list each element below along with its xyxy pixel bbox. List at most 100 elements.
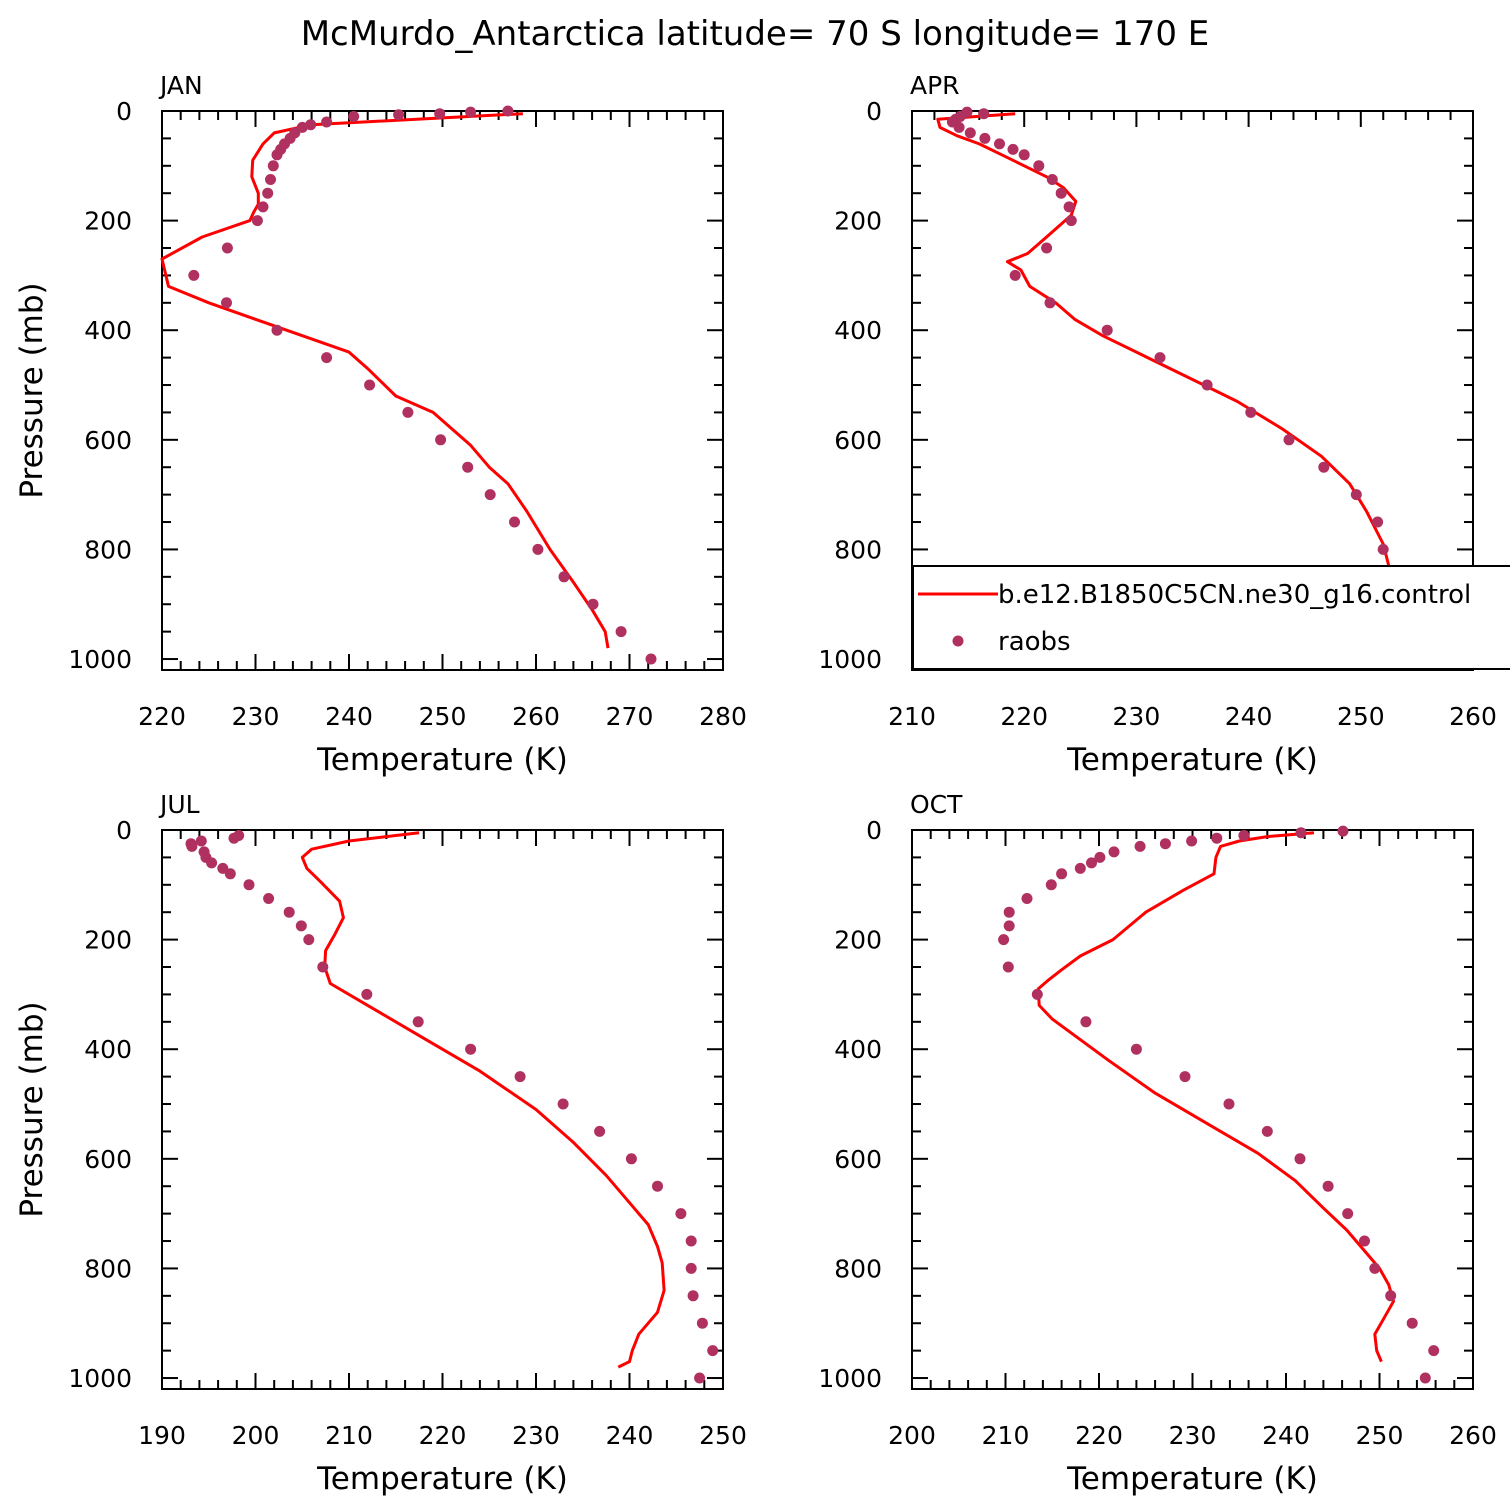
- x-tick-label-jan: 230: [232, 702, 280, 731]
- legend: b.e12.B1850C5CN.ne30_g16.control raobs: [912, 565, 1510, 670]
- obs-point-jul: [295, 920, 307, 932]
- obs-point-oct: [1086, 857, 1097, 869]
- obs-point-apr: [953, 121, 965, 133]
- x-tick-label-oct: 200: [888, 1421, 936, 1450]
- obs-point-jul: [694, 1372, 706, 1384]
- obs-point-oct: [1002, 961, 1014, 973]
- obs-point-oct: [1045, 879, 1057, 891]
- x-tick-label-jan: 280: [699, 702, 747, 731]
- obs-point-oct: [1179, 1071, 1191, 1083]
- x-tick-label-jan: 240: [325, 702, 373, 731]
- panel-jan: 220 230 240 250 260 270 280 0 200 400 600 800 1000 Te…: [14, 71, 747, 778]
- obs-point-jul: [361, 988, 373, 1000]
- obs-point-oct: [1108, 846, 1120, 858]
- obs-point-oct: [1428, 1345, 1440, 1357]
- obs-point-apr: [1009, 269, 1021, 281]
- y-axis-label-jan: Pressure (mb): [14, 282, 50, 498]
- obs-point-oct: [1074, 862, 1086, 874]
- obs-point-jan: [271, 324, 283, 336]
- obs-point-jul: [303, 934, 315, 946]
- panel-label-oct: OCT: [910, 790, 963, 819]
- obs-point-jan: [558, 571, 570, 583]
- model-line-jan: [160, 112, 610, 649]
- obs-point-jul: [263, 893, 275, 904]
- obs-point-oct: [1130, 1043, 1142, 1055]
- x-tick-label-jan: 220: [138, 702, 186, 731]
- obs-point-jul: [283, 906, 295, 918]
- x-axis-label-jan: Temperature (K): [316, 742, 568, 778]
- obs-point-jul: [594, 1125, 606, 1137]
- obs-point-oct: [1031, 988, 1043, 1000]
- obs-point-jul: [465, 1043, 477, 1055]
- y-tick-label-oct: 800: [834, 1254, 882, 1283]
- obs-point-apr: [1377, 543, 1389, 555]
- obs-point-jan: [321, 116, 333, 128]
- obs-point-jul: [707, 1345, 719, 1357]
- obs-point-jan: [257, 201, 269, 213]
- obs-point-oct: [1406, 1317, 1418, 1329]
- obs-point-oct: [1159, 838, 1171, 850]
- x-axis-label-jul: Temperature (K): [316, 1461, 568, 1497]
- y-tick-label-oct: 200: [834, 926, 882, 955]
- panel-oct: 200 210 220 230 240 250 260 0 200 400 600 800 1000 Te…: [818, 790, 1496, 1497]
- obs-point-apr: [1046, 174, 1058, 185]
- obs-point-oct: [1322, 1180, 1334, 1192]
- y-tick-label-apr: 0: [866, 97, 882, 126]
- obs-point-jan: [484, 489, 496, 501]
- panel-label-jan: JAN: [158, 71, 203, 100]
- plot-frame-jan: [161, 110, 724, 671]
- obs-point-jan: [305, 119, 317, 131]
- model-line-apr: [936, 112, 1393, 649]
- plot-frame-oct: [911, 829, 1474, 1390]
- y-tick-label-apr: 400: [834, 316, 882, 345]
- x-tick-label-oct: 220: [1075, 1421, 1123, 1450]
- obs-point-oct: [1359, 1235, 1370, 1247]
- obs-point-apr: [1372, 516, 1384, 528]
- y-tick-label-oct: 1000: [818, 1364, 882, 1393]
- obs-point-jul: [243, 879, 255, 891]
- y-tick-label-oct: 400: [834, 1035, 882, 1064]
- x-axis-label-apr: Temperature (K): [1066, 742, 1318, 778]
- y-tick-label-oct: 0: [866, 816, 882, 845]
- obs-point-jan: [265, 174, 276, 185]
- obs-point-oct: [1369, 1262, 1381, 1274]
- obs-point-jan: [509, 516, 520, 528]
- obs-point-jul: [514, 1071, 526, 1083]
- x-tick-label-jul: 240: [606, 1421, 654, 1450]
- model-line-jul: [300, 831, 666, 1369]
- obs-point-apr: [1033, 160, 1045, 172]
- figure-title: McMurdo_Antarctica latitude= 70 S longit…: [301, 14, 1210, 54]
- x-tick-label-apr: 210: [888, 702, 936, 731]
- model-line-oct: [1036, 831, 1395, 1363]
- obs-point-oct: [1337, 825, 1349, 837]
- obs-point-jan: [434, 108, 446, 120]
- obs-point-oct: [1419, 1372, 1431, 1384]
- obs-point-apr: [1201, 379, 1213, 391]
- x-tick-label-jul: 190: [138, 1421, 186, 1450]
- y-tick-label-jan: 200: [84, 207, 132, 236]
- obs-point-jan: [465, 106, 477, 118]
- x-tick-label-jan: 270: [606, 702, 654, 731]
- obs-point-jan: [393, 109, 405, 121]
- x-tick-label-jan: 260: [512, 702, 560, 731]
- y-tick-label-jan: 0: [116, 97, 132, 126]
- obs-point-apr: [994, 138, 1005, 150]
- obs-point-jan: [348, 111, 360, 122]
- obs-point-jul: [195, 835, 207, 847]
- x-tick-label-jul: 220: [419, 1421, 467, 1450]
- obs-point-oct: [1223, 1098, 1235, 1110]
- y-tick-label-oct: 600: [834, 1145, 882, 1174]
- obs-point-jan: [502, 105, 514, 117]
- obs-point-apr: [1318, 461, 1330, 473]
- obs-point-jan: [364, 379, 376, 391]
- obs-point-jul: [625, 1153, 637, 1165]
- obs-point-apr: [1044, 297, 1056, 309]
- obs-point-jul: [206, 857, 218, 869]
- x-tick-label-apr: 250: [1337, 702, 1385, 731]
- obs-point-apr: [964, 127, 976, 139]
- obs-point-jan: [271, 149, 283, 161]
- obs-point-jan: [587, 598, 599, 610]
- x-tick-label-oct: 260: [1449, 1421, 1497, 1450]
- obs-point-jul: [186, 840, 198, 852]
- x-tick-label-oct: 210: [982, 1421, 1030, 1450]
